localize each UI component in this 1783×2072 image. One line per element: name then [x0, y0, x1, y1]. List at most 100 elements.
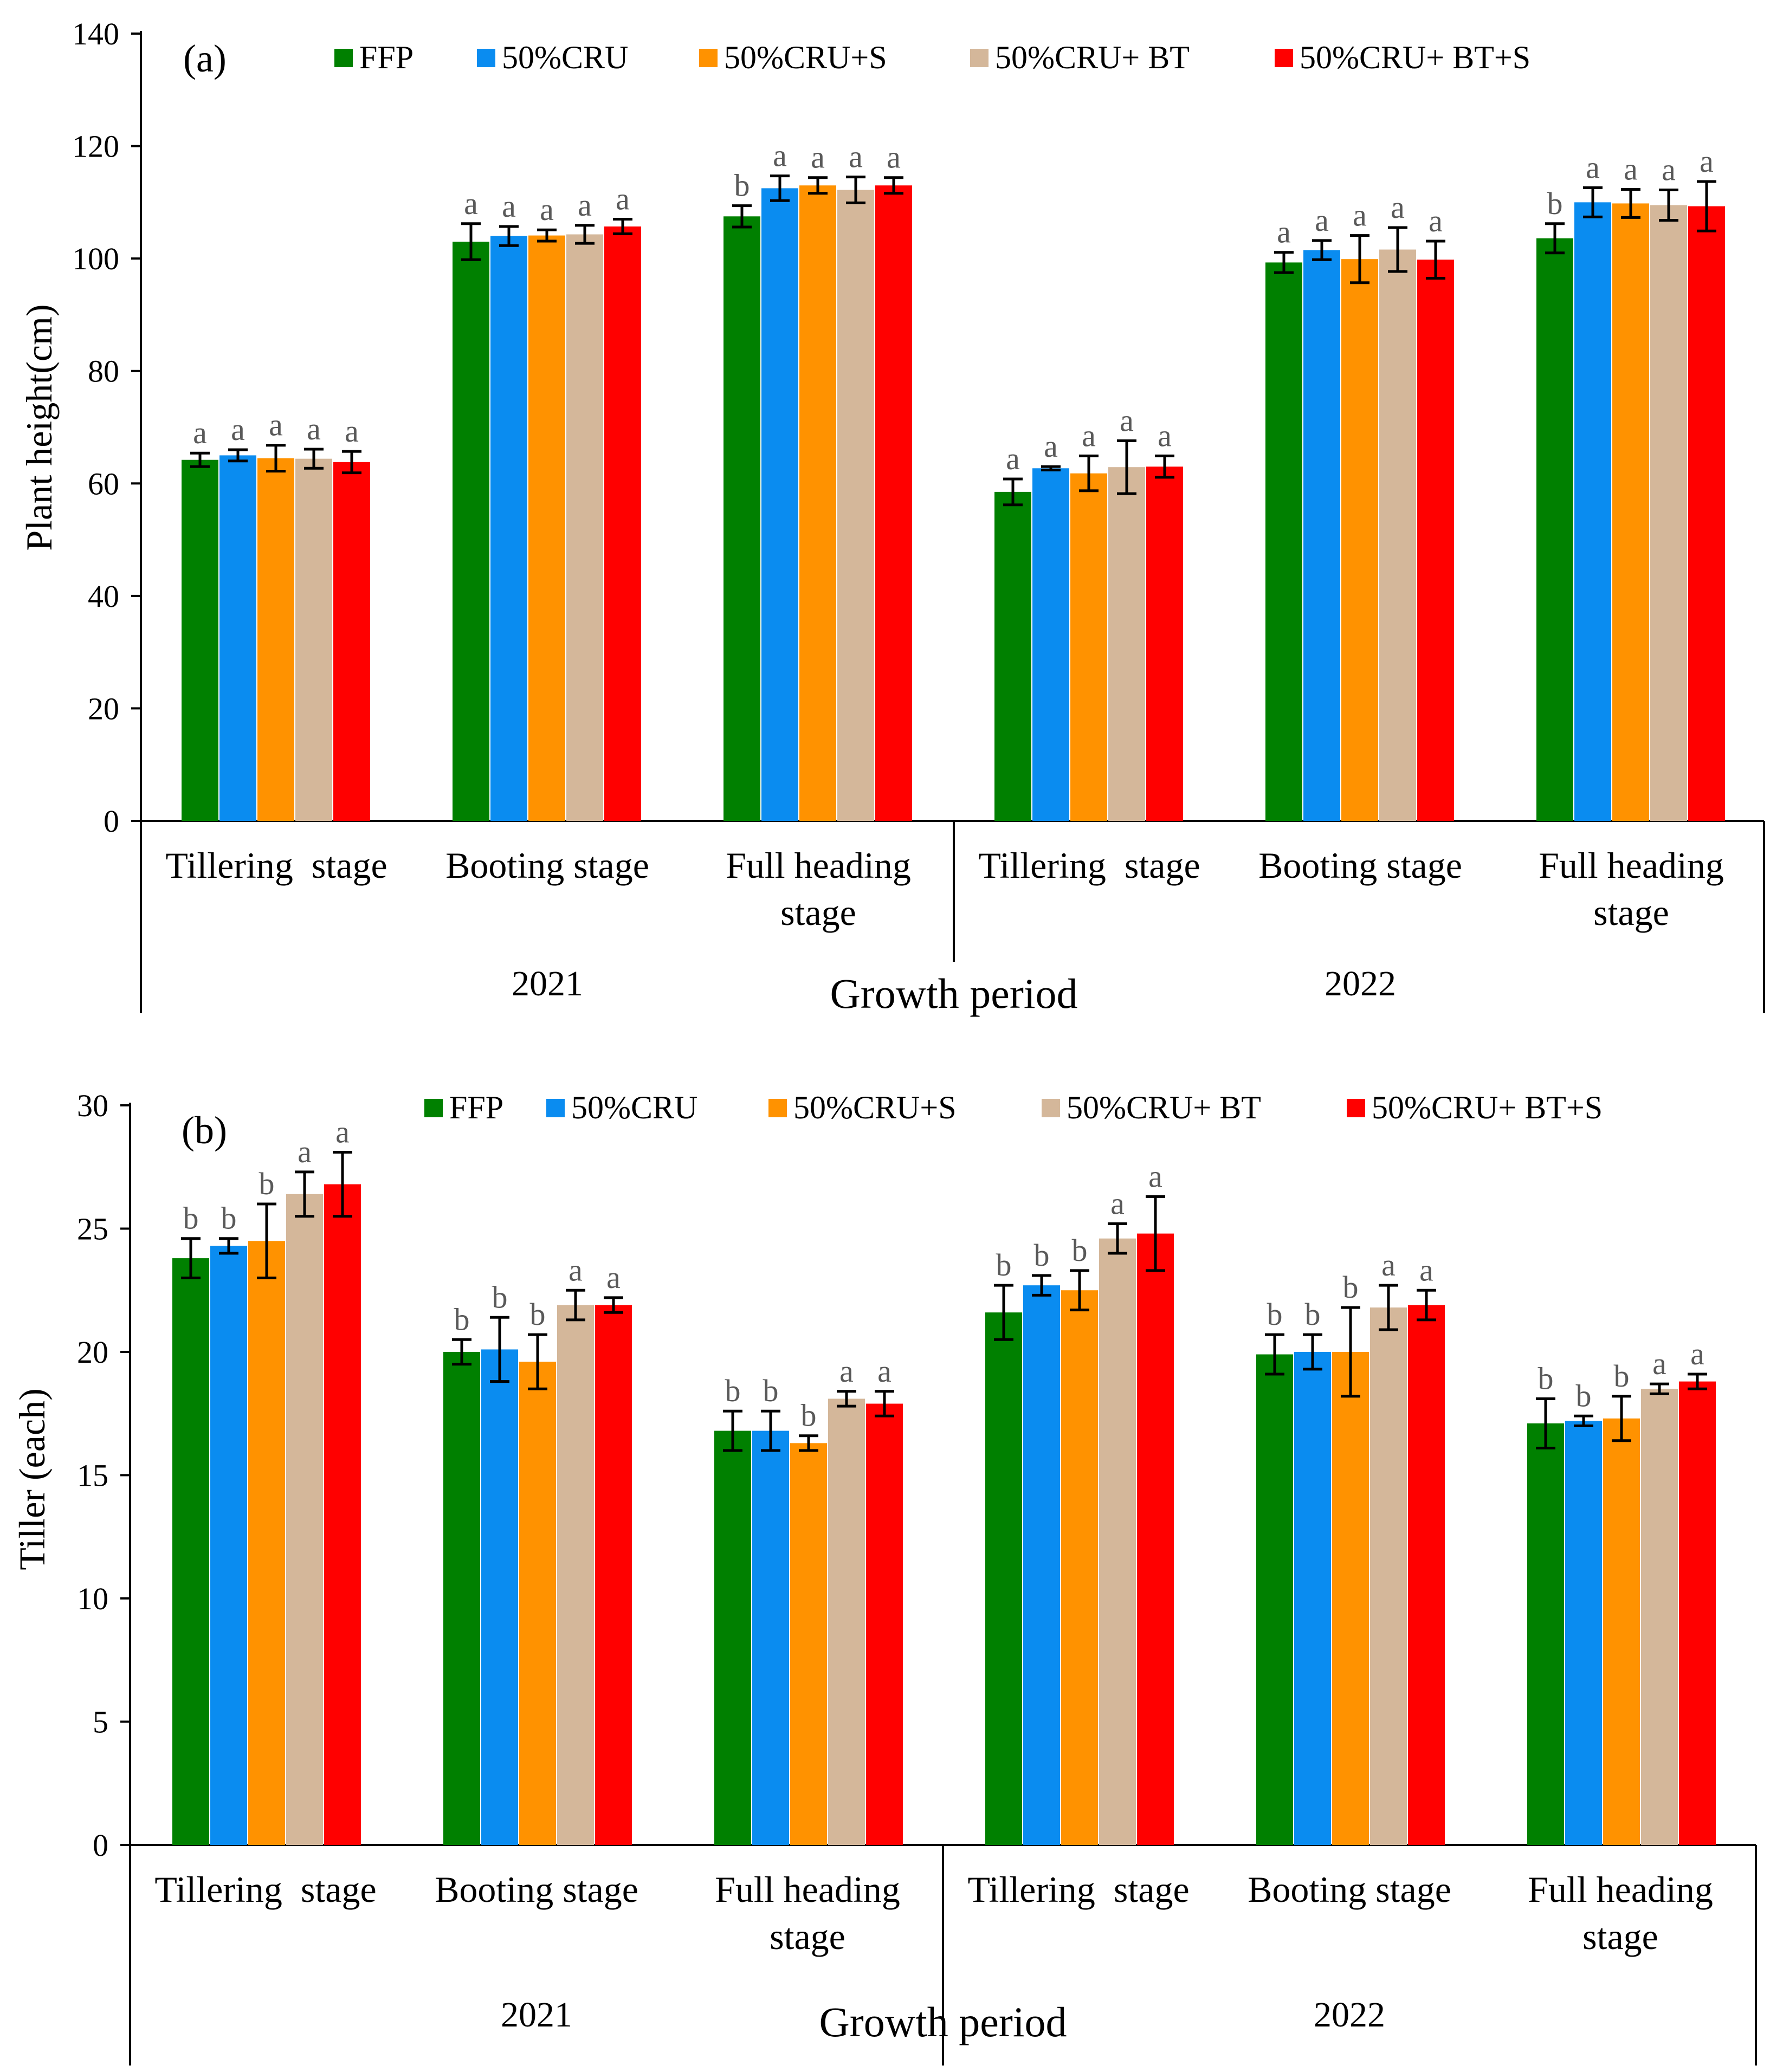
bar [875, 185, 912, 821]
legend-swatch [546, 1099, 565, 1117]
bar [1688, 206, 1725, 821]
significance-letter: a [1110, 1186, 1125, 1221]
bar [172, 1258, 209, 1845]
bar [1256, 1354, 1293, 1845]
bar [1565, 1421, 1602, 1845]
bar [1294, 1352, 1331, 1845]
legend-item: 50%CRU+S [768, 1090, 957, 1125]
legend-label: FFP [449, 1090, 503, 1125]
bar [866, 1403, 903, 1845]
significance-letter: b [1614, 1358, 1630, 1394]
significance-letter: b [492, 1279, 508, 1315]
significance-letter: b [801, 1398, 817, 1433]
legend-item: 50%CRU+S [699, 40, 887, 75]
y-tick-label: 140 [72, 16, 119, 51]
y-tick-label: 25 [77, 1212, 108, 1247]
y-tick-label: 0 [93, 1828, 108, 1863]
x-category-label: Full heading [1528, 1869, 1713, 1910]
legend-item: 50%CRU+ BT+S [1275, 40, 1530, 75]
x-group-year-label: 2022 [1314, 1995, 1385, 2035]
significance-letter: a [1277, 215, 1291, 250]
legend-item: FFP [424, 1090, 503, 1125]
bar [257, 458, 294, 821]
y-tick-label: 5 [93, 1705, 108, 1740]
bar [295, 458, 332, 821]
x-group-year-label: 2022 [1325, 964, 1396, 1003]
y-axis-label: Tiller (each) [11, 1388, 53, 1570]
y-tick-label: 20 [88, 691, 119, 726]
legend-label: 50%CRU+ BT [995, 40, 1190, 75]
x-axis-label: Growth period [830, 970, 1077, 1017]
legend-swatch [768, 1099, 787, 1117]
legend-swatch [477, 49, 495, 67]
bar [799, 185, 836, 821]
x-category-label: stage [770, 1916, 845, 1957]
legend-item: FFP [334, 40, 414, 75]
significance-letter: a [307, 411, 321, 446]
x-axis-label: Growth period [819, 1998, 1067, 2045]
x-category-label: Full heading [715, 1869, 900, 1910]
significance-letter: a [1044, 429, 1058, 464]
x-category-label: stage [780, 892, 856, 933]
significance-letter: a [849, 139, 863, 174]
bar [985, 1312, 1022, 1845]
x-category-label: Tillering stage [967, 1869, 1189, 1910]
legend-swatch [1275, 49, 1293, 67]
bar [1603, 1418, 1640, 1845]
x-group-year-label: 2021 [501, 1995, 572, 2035]
significance-letter: a [811, 140, 825, 175]
legend-item: 50%CRU+ BT [1042, 1090, 1261, 1125]
bar [210, 1246, 247, 1845]
chart-panel-a: 0 20 40 60 80 100 120 140 Plant height(cm) (a) FFP… [18, 16, 1765, 1017]
bar [595, 1305, 632, 1845]
significance-letter: a [773, 138, 787, 173]
legend-label: 50%CRU+ BT+S [1300, 40, 1530, 75]
y-tick-label: 100 [72, 241, 119, 276]
significance-letter: b [1547, 186, 1563, 221]
x-group-year-label: 2021 [512, 964, 583, 1003]
significance-letter: a [1690, 1336, 1704, 1371]
bar [828, 1398, 865, 1845]
significance-letter: a [193, 415, 207, 450]
significance-letter: a [1391, 190, 1405, 225]
significance-letter: b [1576, 1378, 1592, 1413]
significance-letter: b [763, 1373, 779, 1408]
significance-letter: a [345, 413, 359, 449]
bar [1137, 1233, 1174, 1845]
legend-swatch [1347, 1099, 1365, 1117]
x-category-label: Booting stage [1248, 1869, 1451, 1910]
bar [1146, 467, 1183, 821]
x-category-label: Full heading [1539, 845, 1724, 886]
x-category-label: Booting stage [1258, 845, 1462, 886]
significance-letter: a [1315, 203, 1329, 238]
significance-letter: a [1429, 203, 1443, 238]
significance-letter: b [1267, 1297, 1283, 1332]
legend-swatch [334, 49, 353, 67]
bar [248, 1241, 285, 1845]
significance-letter: a [1082, 418, 1096, 453]
significance-letter: a [502, 189, 516, 224]
bar [1379, 249, 1416, 821]
bar [1061, 1290, 1098, 1845]
significance-letter: a [569, 1252, 583, 1287]
y-tick-label: 0 [104, 804, 119, 839]
bar [333, 462, 370, 821]
significance-letter: a [1586, 150, 1600, 185]
significance-letter: b [221, 1201, 237, 1236]
significance-letter: b [734, 168, 750, 203]
bar [1108, 467, 1145, 821]
bar [837, 190, 874, 821]
significance-letter: b [996, 1247, 1012, 1283]
significance-letter: a [578, 187, 592, 223]
legend-label: 50%CRU+ BT [1067, 1090, 1261, 1125]
significance-letter: a [1624, 151, 1638, 186]
bar [1332, 1352, 1369, 1845]
bar [752, 1430, 789, 1845]
significance-letter: a [1006, 441, 1020, 476]
significance-letter: b [530, 1297, 546, 1332]
bar [490, 236, 527, 821]
bar [1265, 262, 1302, 821]
x-category-label: Tillering stage [154, 1869, 376, 1910]
legend-label: 50%CRU+S [793, 1090, 957, 1125]
